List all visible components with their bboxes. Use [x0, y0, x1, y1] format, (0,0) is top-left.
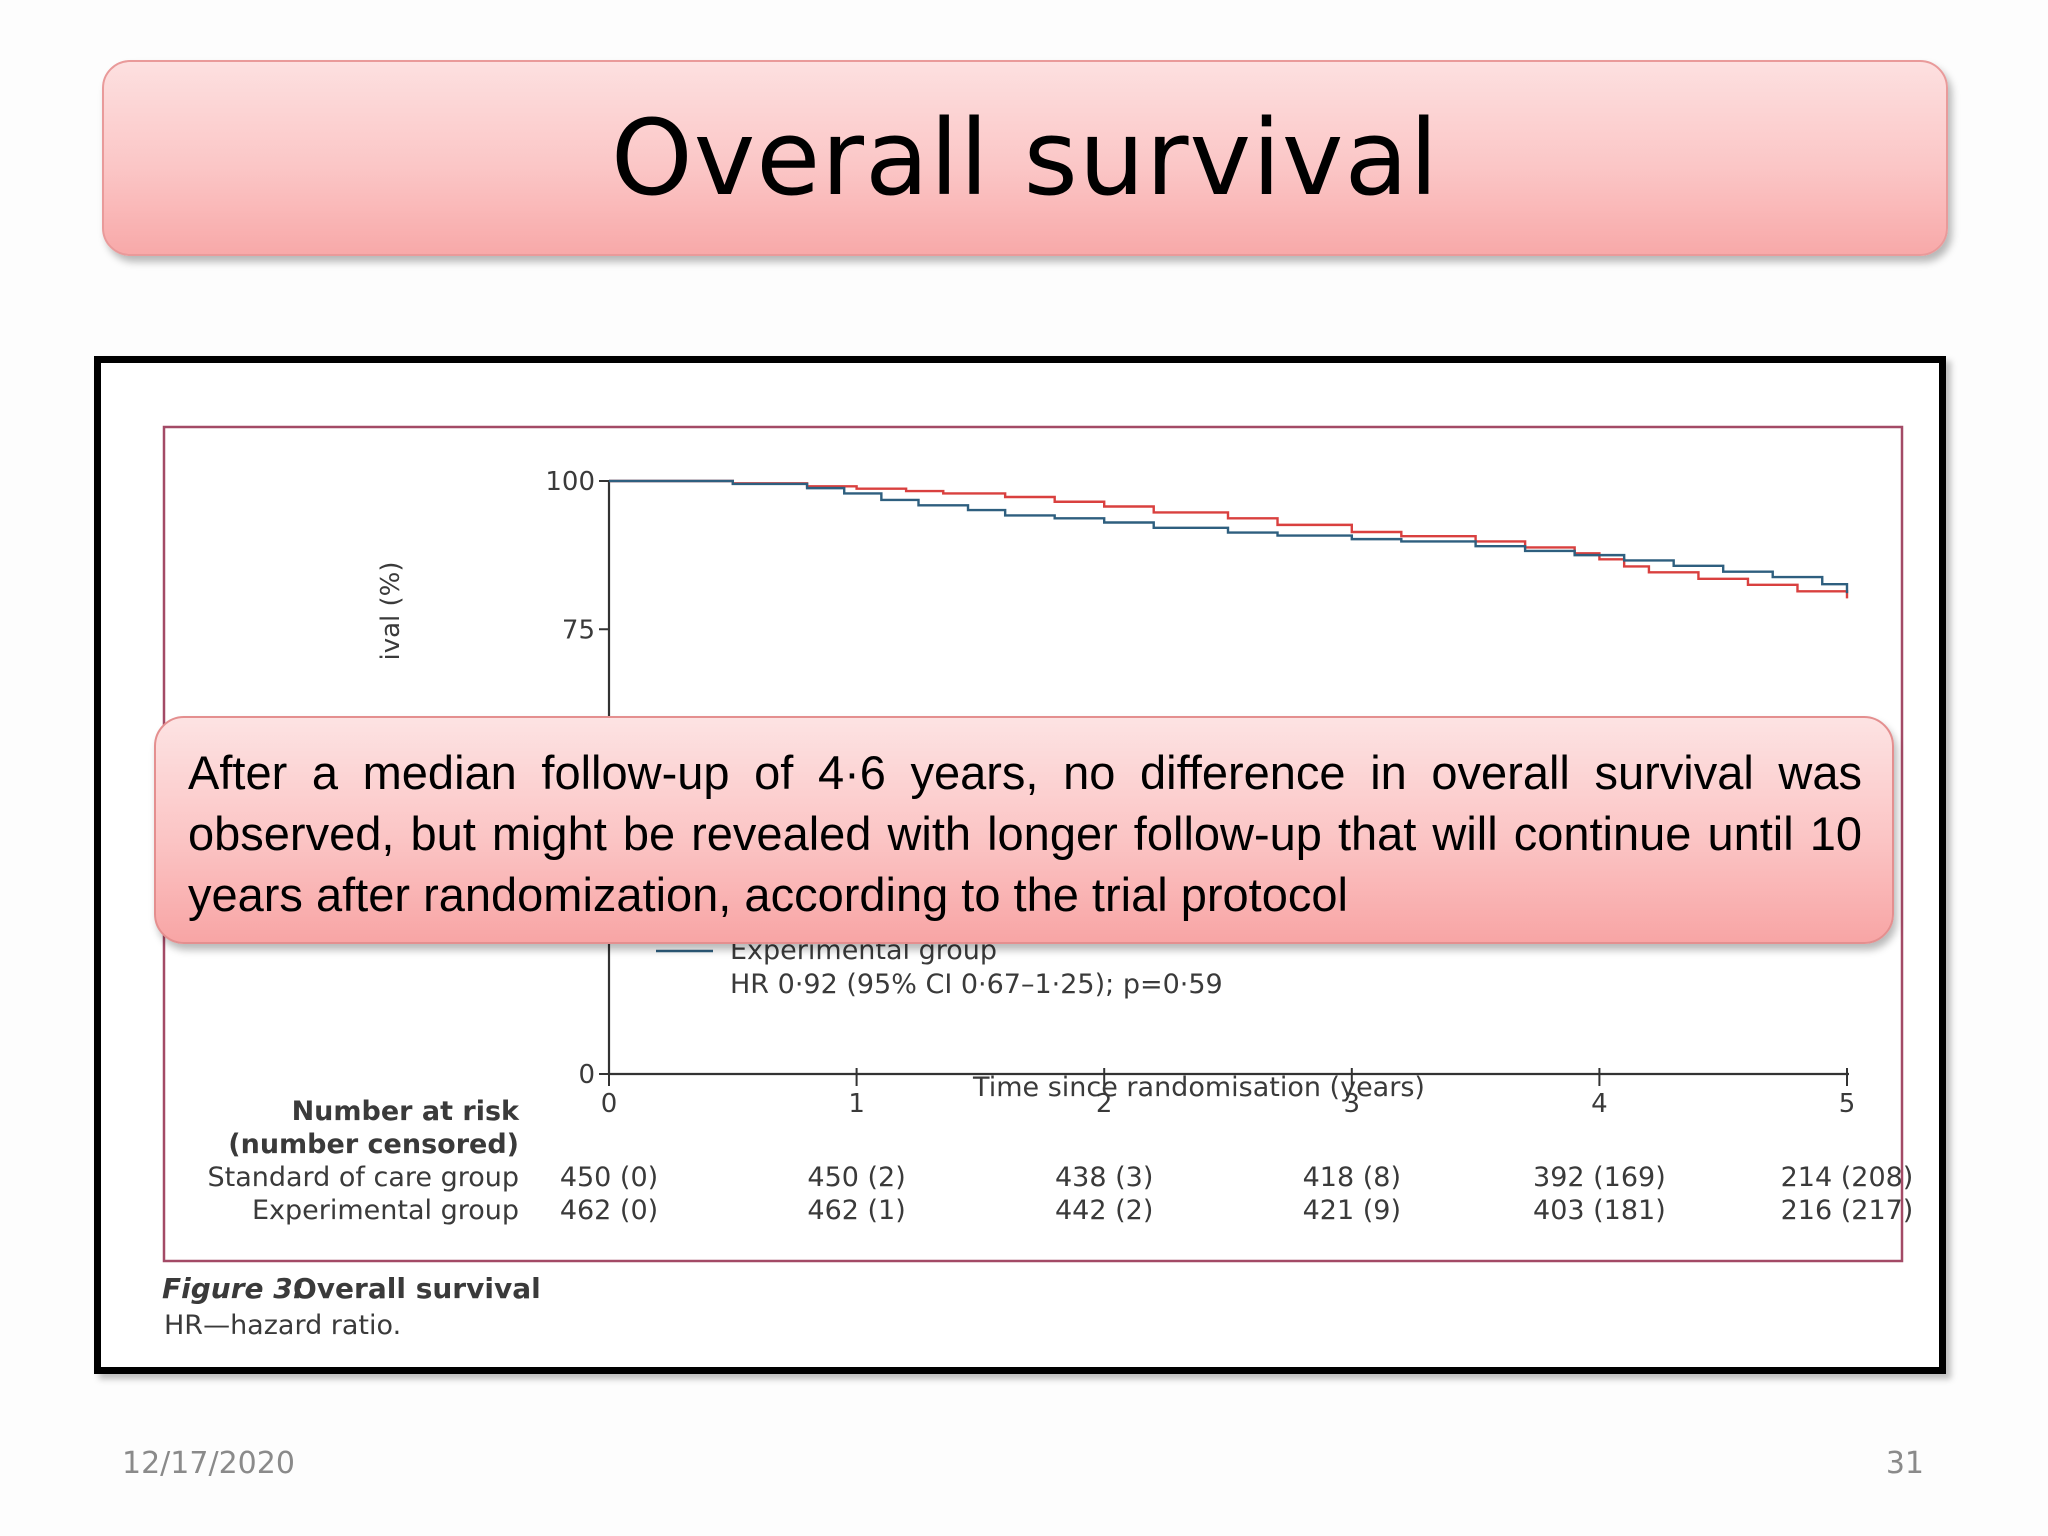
x-tick-label: 2 [1096, 1089, 1113, 1119]
risk-value-cell: 421 (9) [1303, 1195, 1401, 1226]
risk-value-cell: 214 (208) [1781, 1162, 1914, 1193]
figure-caption-label: Figure 3: [162, 1272, 304, 1305]
x-tick-label: 3 [1344, 1089, 1361, 1119]
risk-value-cell: 462 (1) [807, 1195, 905, 1226]
x-tick-label: 4 [1591, 1089, 1608, 1119]
risk-value-cell: 462 (0) [560, 1195, 658, 1226]
x-tick-label: 1 [848, 1089, 865, 1119]
footer-date: 12/17/2020 [122, 1446, 295, 1481]
series-line-experimental [609, 479, 1849, 594]
x-tick-label: 0 [601, 1089, 618, 1119]
y-tick-label: 75 [562, 615, 595, 645]
hr-annotation: HR 0·92 (95% CI 0·67–1·25); p=0·59 [730, 969, 1223, 1000]
figure-caption-title: Overall survival [293, 1272, 541, 1305]
risk-header-line1: Number at risk [292, 1096, 520, 1127]
risk-row-label-standard: Standard of care group [207, 1162, 519, 1193]
risk-value-cell: 442 (2) [1055, 1195, 1153, 1226]
risk-header-line2: (number censored) [228, 1129, 519, 1160]
y-tick-label: 100 [545, 467, 595, 497]
callout-box: After a median follow-up of 4·6 years, n… [154, 716, 1894, 944]
risk-value-cell: 418 (8) [1303, 1162, 1401, 1193]
risk-value-cell: 450 (2) [807, 1162, 905, 1193]
title-banner: Overall survival [102, 60, 1948, 256]
chart-axes: 0 75 100 0 1 2 3 4 5 [545, 467, 1855, 1119]
risk-value-cell: 403 (181) [1533, 1195, 1666, 1226]
callout-text: After a median follow-up of 4·6 years, n… [188, 746, 1862, 921]
risk-value-cell: 216 (217) [1781, 1195, 1914, 1226]
page-number: 31 [1885, 1446, 1924, 1481]
risk-table-values: 450 (0) 450 (2) 438 (3) 418 (8) 392 (169) 214… [560, 1162, 1914, 1226]
risk-value-cell: 392 (169) [1533, 1162, 1666, 1193]
figure-caption-note: HR—hazard ratio. [164, 1310, 401, 1341]
y-tick-label: 0 [578, 1060, 595, 1090]
chart-series [609, 479, 1849, 953]
risk-value-cell: 438 (3) [1055, 1162, 1153, 1193]
risk-value-cell: 450 (0) [560, 1162, 658, 1193]
series-line-standard-of-care [609, 479, 1849, 599]
x-tick-label: 5 [1839, 1089, 1856, 1119]
y-axis-label: ival (%) [376, 561, 406, 660]
risk-row-label-experimental: Experimental group [252, 1195, 519, 1226]
x-axis-label: Time since randomisation (years) [972, 1072, 1425, 1103]
slide-title: Overall survival [610, 97, 1440, 219]
